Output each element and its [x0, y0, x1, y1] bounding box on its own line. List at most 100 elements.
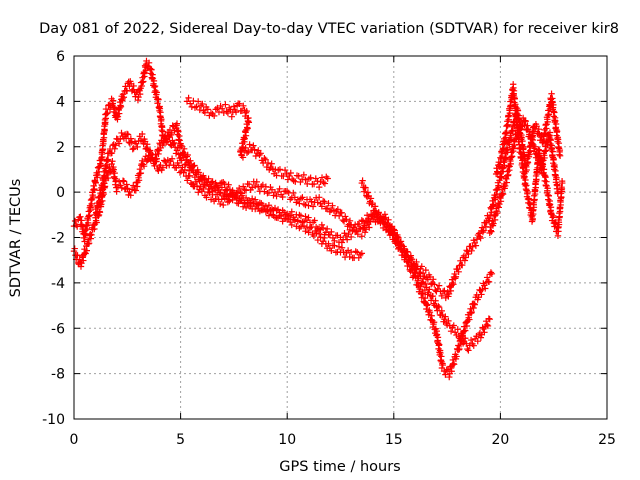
- data-point: [236, 184, 243, 192]
- data-point: [452, 273, 460, 280]
- data-point: [164, 138, 172, 145]
- data-point: [175, 151, 182, 158]
- data-point: [396, 238, 404, 246]
- data-point: [381, 220, 388, 228]
- data-point: [487, 269, 495, 276]
- data-point: [309, 203, 317, 210]
- data-point: [191, 173, 199, 181]
- data-point: [162, 132, 169, 139]
- data-point: [286, 172, 293, 180]
- data-point: [329, 202, 336, 209]
- data-point: [494, 169, 501, 176]
- data-point: [435, 302, 442, 310]
- data-point: [478, 291, 485, 298]
- data-point: [80, 257, 87, 264]
- data-point: [554, 182, 561, 189]
- data-point: [554, 136, 562, 143]
- data-point: [454, 326, 461, 333]
- data-point: [296, 211, 303, 219]
- data-point: [464, 345, 471, 353]
- data-point: [294, 196, 302, 203]
- data-point: [481, 329, 488, 336]
- data-point: [334, 206, 342, 213]
- data-point: [506, 109, 514, 117]
- data-point: [424, 301, 431, 308]
- data-point: [502, 134, 509, 141]
- data-point: [185, 94, 192, 102]
- data-point: [503, 129, 510, 136]
- data-point: [141, 69, 148, 77]
- data-point: [183, 156, 191, 164]
- data-point: [279, 193, 286, 201]
- data-point: [499, 190, 507, 198]
- data-point: [552, 120, 560, 128]
- data-point: [210, 112, 218, 120]
- data-point: [500, 145, 507, 153]
- data-point: [243, 107, 250, 115]
- data-point: [82, 250, 89, 257]
- data-point: [127, 135, 135, 142]
- data-point: [533, 176, 540, 184]
- data-point: [462, 335, 469, 342]
- data-point: [199, 100, 206, 108]
- data-point: [102, 164, 110, 172]
- data-point: [257, 150, 264, 157]
- data-point: [553, 174, 560, 181]
- data-point: [521, 121, 528, 129]
- data-point: [517, 145, 524, 153]
- data-point: [242, 194, 250, 202]
- data-point: [222, 101, 229, 108]
- data-point: [265, 202, 273, 209]
- data-point: [466, 316, 473, 323]
- data-point: [99, 146, 107, 153]
- data-point: [530, 204, 538, 211]
- data-point: [300, 171, 308, 179]
- data-point: [471, 300, 478, 308]
- data-point: [226, 197, 233, 205]
- data-point: [512, 107, 520, 114]
- data-point: [346, 217, 354, 225]
- y-tick-labels: -10 -8 -6 -4 -2 0 2 4 6: [42, 49, 65, 428]
- data-point: [471, 239, 479, 247]
- data-point: [307, 174, 314, 181]
- data-point: [175, 162, 182, 169]
- data-point: [186, 172, 193, 179]
- data-point: [535, 125, 542, 133]
- data-point: [442, 371, 449, 378]
- data-point: [425, 289, 432, 296]
- data-point: [287, 169, 294, 177]
- data-point: [455, 268, 462, 276]
- data-point: [79, 223, 87, 231]
- data-point: [472, 242, 480, 249]
- data-point: [519, 137, 526, 145]
- data-point: [314, 199, 321, 206]
- y-axis-label: SDTVAR / TECUs: [8, 179, 24, 298]
- data-point: [482, 285, 489, 292]
- data-point: [408, 256, 416, 263]
- data-point: [290, 189, 297, 197]
- data-point: [556, 146, 564, 154]
- data-point: [140, 162, 148, 170]
- data-point: [500, 164, 507, 172]
- data-point: [471, 301, 479, 308]
- data-point: [288, 208, 295, 215]
- data-point: [318, 174, 326, 181]
- data-point: [328, 247, 335, 254]
- data-point: [325, 200, 332, 207]
- y-tick-label: 0: [56, 185, 65, 201]
- data-point: [476, 233, 484, 240]
- data-point: [526, 131, 533, 138]
- data-point: [164, 156, 172, 164]
- x-tick-label: 0: [70, 432, 79, 448]
- data-point: [484, 322, 492, 330]
- y-tick-label: -6: [51, 321, 65, 337]
- data-point: [104, 156, 112, 164]
- data-point: [99, 153, 106, 161]
- data-point: [245, 202, 253, 210]
- data-point: [437, 349, 444, 357]
- data-point: [546, 201, 554, 208]
- data-point: [533, 151, 541, 158]
- data-point: [252, 182, 259, 190]
- data-point: [101, 127, 108, 134]
- data-point: [115, 140, 123, 147]
